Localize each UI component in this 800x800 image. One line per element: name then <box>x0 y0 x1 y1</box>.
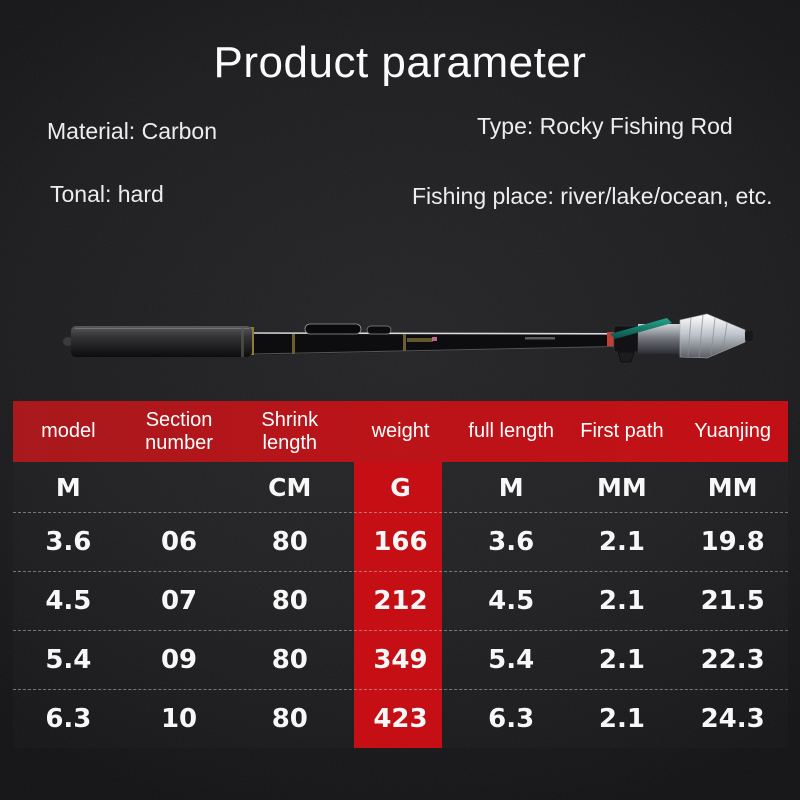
col-header-section-number: Section number <box>145 409 213 454</box>
table-cell: 4.5 <box>488 586 535 616</box>
col-header-shrink-length: Shrink length <box>261 409 319 454</box>
unit-cell: M <box>498 472 524 502</box>
page-title: Product parameter <box>213 38 587 87</box>
table-units-row: M CM G M MM MM <box>13 462 788 512</box>
weight-column-highlight-band <box>354 462 442 748</box>
spec-tonal: Tonal: hard <box>50 181 164 207</box>
spec-type: Type: Rocky Fishing Rod <box>477 113 733 139</box>
table-cell: 80 <box>271 645 308 675</box>
table-cell: 423 <box>373 704 428 734</box>
table-cell: 09 <box>160 645 198 675</box>
table-row: 6.3 10 80 423 6.3 2.1 24.3 <box>13 689 788 748</box>
table-cell: 2.1 <box>598 704 645 734</box>
col-header-weight: weight <box>371 420 430 443</box>
table-cell: 3.6 <box>488 527 535 557</box>
table-row: 3.6 06 80 166 3.6 2.1 19.8 <box>13 512 788 571</box>
table-cell: 10 <box>160 704 198 734</box>
table-header-row: model Section number Shrink length weigh… <box>13 401 788 462</box>
table-cell: 6.3 <box>45 704 92 734</box>
table-cell: 4.5 <box>45 586 92 616</box>
col-header-first-path: First path <box>580 420 664 443</box>
col-header-model: model <box>41 420 96 443</box>
table-cell: 07 <box>160 586 198 616</box>
fishing-rod-image <box>63 313 753 363</box>
table-cell: 24.3 <box>700 704 765 734</box>
unit-cell: CM <box>268 472 312 502</box>
unit-cell: M <box>55 472 81 502</box>
table-cell: 80 <box>271 704 308 734</box>
table-cell: 5.4 <box>45 645 92 675</box>
table-row: 5.4 09 80 349 5.4 2.1 22.3 <box>13 630 788 689</box>
table-cell: 212 <box>373 586 428 616</box>
unit-cell: G <box>390 472 411 502</box>
table-cell: 166 <box>373 527 428 557</box>
table-cell: 21.5 <box>700 586 765 616</box>
table-cell: 2.1 <box>598 645 645 675</box>
table-cell: 5.4 <box>488 645 535 675</box>
unit-cell: MM <box>707 472 758 502</box>
table-row: 4.5 07 80 212 4.5 2.1 21.5 <box>13 571 788 630</box>
table-cell: 2.1 <box>598 527 645 557</box>
col-header-full-length: full length <box>468 420 555 443</box>
table-cell: 6.3 <box>488 704 535 734</box>
parameter-table: model Section number Shrink length weigh… <box>13 401 788 748</box>
table-body: M CM G M MM MM 3.6 06 80 166 3.6 2.1 19.… <box>13 462 788 748</box>
table-cell: 80 <box>271 527 308 557</box>
unit-cell: MM <box>597 472 647 502</box>
table-cell: 22.3 <box>700 645 765 675</box>
table-cell: 06 <box>160 527 198 557</box>
table-cell: 349 <box>373 645 428 675</box>
table-cell: 3.6 <box>45 527 92 557</box>
col-header-yuanjing: Yuanjing <box>694 420 772 443</box>
table-cell: 80 <box>271 586 308 616</box>
spec-fishing-place: Fishing place: river/lake/ocean, etc. <box>412 183 773 209</box>
table-cell: 19.8 <box>700 527 765 557</box>
table-cell: 2.1 <box>598 586 645 616</box>
spec-material: Material: Carbon <box>47 118 218 144</box>
